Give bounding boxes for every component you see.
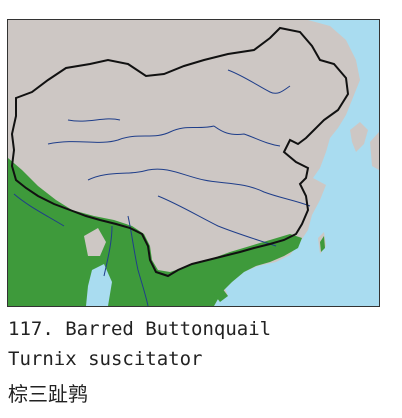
korea-peninsula [350,122,368,152]
bay-water [86,264,112,306]
japan-island [370,132,379,170]
river-yellow [47,125,215,145]
species-range-southwest [8,158,302,306]
river-mekong [127,215,149,306]
rivers [13,69,311,306]
river-pearl [157,195,277,247]
river-west [67,118,121,122]
map-svg [8,20,379,306]
species-scientific-name: Turnix suscitator [8,348,203,370]
taiwan-range [320,236,325,252]
river-amur [227,69,291,94]
hainan-range [214,288,228,302]
river-brahmaputra [13,193,65,227]
distribution-map [7,19,380,307]
species-english-name: 117. Barred Buttonquail [8,318,272,340]
country-border [10,26,350,278]
river-yangtze [87,168,311,207]
river-yellow-lower [213,125,281,147]
species-chinese-name: 棕三趾鹑 [8,382,88,406]
river-salween [103,225,113,277]
range-gap [84,228,106,256]
